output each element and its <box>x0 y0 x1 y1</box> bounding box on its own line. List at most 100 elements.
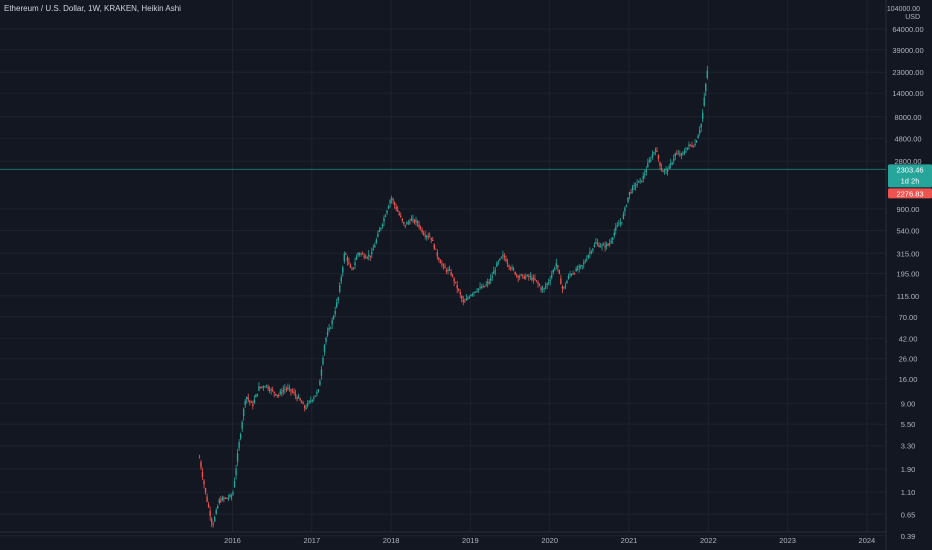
candle <box>326 327 329 338</box>
candle <box>551 270 553 280</box>
candle-body <box>316 391 318 394</box>
candle <box>369 255 371 261</box>
candle <box>621 222 623 226</box>
candle-body <box>486 282 489 284</box>
candle-body <box>224 497 227 499</box>
candle <box>584 258 586 264</box>
candle <box>512 266 515 272</box>
candle <box>281 387 283 397</box>
candle <box>622 211 625 220</box>
candle-body <box>551 274 553 278</box>
candle <box>599 243 602 248</box>
candle <box>352 267 355 271</box>
candle-body <box>639 179 641 181</box>
candle <box>628 191 631 200</box>
time-axis[interactable]: 2016 2017 2018 2019 2020 2021 2022 2023 2024 <box>224 536 875 545</box>
candle <box>442 263 445 270</box>
candle <box>656 147 658 153</box>
candle-body <box>529 276 532 278</box>
candle-body <box>342 267 344 273</box>
candle-body <box>621 222 623 224</box>
candle-body <box>329 327 332 329</box>
candle-body <box>547 281 550 283</box>
candle-body <box>278 395 280 397</box>
candle-body <box>488 282 490 284</box>
candle-body <box>439 261 442 264</box>
candle-body <box>334 311 336 314</box>
candle-body <box>322 358 324 365</box>
candle <box>252 400 254 410</box>
candle <box>381 223 384 229</box>
candle <box>627 197 629 204</box>
candle-body <box>317 389 320 391</box>
candle-body <box>557 265 559 268</box>
candle-body <box>261 386 263 388</box>
candle-body <box>358 253 361 255</box>
candle-body <box>619 222 622 224</box>
candle <box>355 254 358 261</box>
candle <box>372 244 375 251</box>
candle-body <box>207 504 210 508</box>
candle <box>496 261 498 268</box>
candle-body <box>328 327 330 331</box>
candle-body <box>702 112 704 119</box>
candle-body <box>285 388 288 390</box>
candle <box>303 404 306 412</box>
price-tick-label: 2800.00 <box>894 157 921 166</box>
candle <box>271 386 274 392</box>
candle <box>357 252 359 258</box>
price-axis[interactable]: 64000.00 39000.00 23000.00 14000.00 8000.00 4… <box>892 25 923 541</box>
candle <box>276 394 278 398</box>
candle-body <box>361 253 364 255</box>
candle-body <box>252 403 254 406</box>
candle-body <box>502 254 504 256</box>
candle-body <box>398 213 400 215</box>
candle <box>425 234 428 241</box>
candle <box>634 182 637 191</box>
candle <box>270 387 272 395</box>
candle <box>435 248 437 250</box>
candle <box>364 254 367 259</box>
candle-body <box>387 206 390 209</box>
candle-body <box>303 405 306 409</box>
candle <box>230 493 233 501</box>
candle <box>526 274 529 277</box>
candle <box>250 400 253 404</box>
candle <box>342 265 344 277</box>
candle-body <box>648 160 651 163</box>
candle-body <box>270 389 272 391</box>
candle <box>598 241 600 248</box>
candle <box>570 273 573 277</box>
candle-body <box>217 506 219 509</box>
candle <box>482 283 484 289</box>
candle <box>576 265 579 271</box>
candle <box>223 496 225 503</box>
candle <box>499 258 501 262</box>
candle-body <box>666 169 669 172</box>
candle <box>258 382 260 392</box>
candle-body <box>695 140 698 143</box>
candle-body <box>300 401 303 404</box>
candle-body <box>355 256 358 260</box>
candle <box>685 146 687 154</box>
candle-body <box>482 285 484 288</box>
candle-body <box>637 180 640 183</box>
candle <box>644 169 646 179</box>
candle-body <box>470 294 472 297</box>
candle-body <box>671 162 673 164</box>
candle <box>459 289 461 299</box>
candle <box>615 222 617 235</box>
candle <box>480 284 483 289</box>
candle-body <box>421 229 423 233</box>
candle-body <box>514 271 516 275</box>
candle <box>424 230 426 240</box>
candle-body <box>698 130 701 134</box>
candle <box>268 386 271 394</box>
candle <box>236 448 239 466</box>
candle <box>282 385 285 396</box>
candle <box>358 252 361 257</box>
candle <box>534 274 536 281</box>
candle-body <box>624 207 626 212</box>
